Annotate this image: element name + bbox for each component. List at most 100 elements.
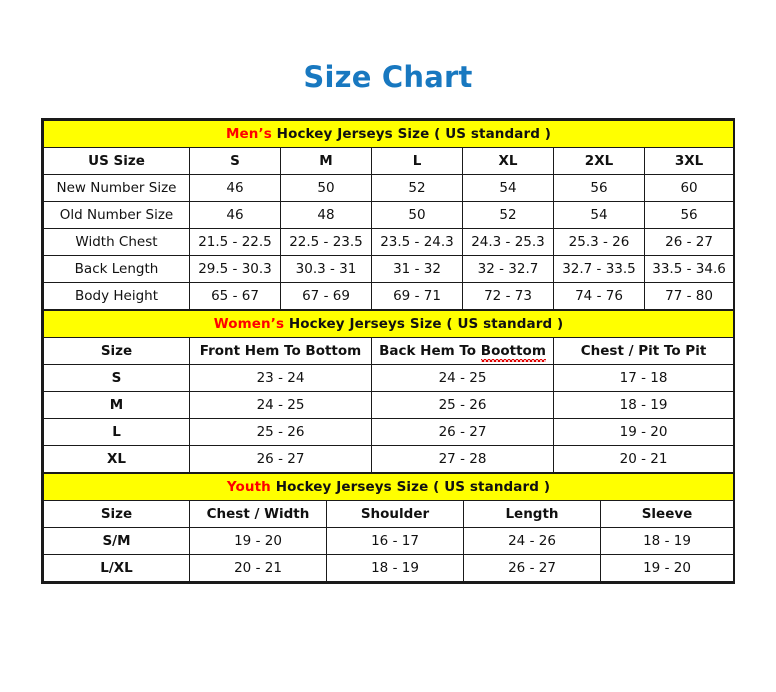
womens-cell-1-2: 18 - 19	[552, 390, 735, 419]
womens-cell-3-0: 26 - 27	[189, 444, 372, 473]
mens-cell-3-1: 30.3 - 31	[280, 254, 372, 283]
mens-cell-0-1: 50	[280, 173, 372, 202]
mens-col-header-2: M	[280, 146, 372, 175]
youth-cell-0-3: 18 - 19	[600, 526, 734, 555]
spellcheck-underline: Boottom	[480, 342, 546, 362]
womens-cell-2-0: 25 - 26	[189, 417, 372, 446]
mens-cell-0-5: 60	[643, 173, 735, 202]
mens-cell-1-5: 56	[643, 200, 735, 229]
womens-cell-3-2: 20 - 21	[552, 444, 735, 473]
youth-cell-0-0: 19 - 20	[189, 526, 327, 555]
mens-col-header-4: XL	[462, 146, 554, 175]
womens-cell-1-1: 25 - 26	[371, 390, 554, 419]
mens-cell-4-1: 67 - 69	[280, 281, 372, 310]
mens-size-table: Men’s Hockey Jerseys Size ( US standard …	[42, 119, 735, 310]
mens-column-header-row: US Size S M L XL 2XL 3XL	[43, 146, 735, 175]
womens-cell-0-0: 23 - 24	[189, 363, 372, 392]
youth-section-header: Youth Hockey Jerseys Size ( US standard …	[43, 472, 734, 501]
mens-row-label-4: Body Height	[43, 281, 190, 310]
mens-cell-3-2: 31 - 32	[371, 254, 463, 283]
womens-col-header-2: Back Hem To Boottom	[371, 336, 554, 365]
mens-row-label-0: New Number Size	[43, 173, 190, 202]
womens-col-header-2-prefix: Back Hem To	[379, 342, 481, 359]
mens-cell-4-4: 74 - 76	[553, 281, 645, 310]
mens-cell-1-3: 52	[462, 200, 554, 229]
womens-col-header-0: Size	[43, 336, 190, 365]
mens-col-header-1: S	[189, 146, 281, 175]
mens-cell-0-4: 56	[553, 173, 645, 202]
womens-cell-2-2: 19 - 20	[552, 417, 735, 446]
table-row: Back Length 29.5 - 30.3 30.3 - 31 31 - 3…	[43, 254, 735, 283]
youth-col-header-4: Sleeve	[600, 499, 734, 528]
mens-cell-1-4: 54	[553, 200, 645, 229]
youth-row-label-1: L/XL	[43, 553, 190, 582]
youth-column-header-row: Size Chest / Width Shoulder Length Sleev…	[43, 499, 734, 528]
womens-cell-1-0: 24 - 25	[189, 390, 372, 419]
mens-cell-0-2: 52	[371, 173, 463, 202]
youth-header-accent: Youth	[226, 478, 271, 495]
youth-cell-1-3: 19 - 20	[600, 553, 734, 582]
womens-cell-0-1: 24 - 25	[371, 363, 554, 392]
mens-col-header-6: 3XL	[643, 146, 735, 175]
page-title: Size Chart	[303, 60, 473, 94]
youth-section-header-row: Youth Hockey Jerseys Size ( US standard …	[43, 472, 734, 501]
table-row: M 24 - 25 25 - 26 18 - 19	[43, 390, 735, 419]
table-row: Width Chest 21.5 - 22.5 22.5 - 23.5 23.5…	[43, 227, 735, 256]
womens-section-header-row: Women’s Hockey Jerseys Size ( US standar…	[42, 309, 735, 338]
mens-row-label-3: Back Length	[43, 254, 190, 283]
youth-size-table: Youth Hockey Jerseys Size ( US standard …	[43, 472, 734, 582]
mens-section-header-row: Men’s Hockey Jerseys Size ( US standard …	[42, 119, 735, 148]
mens-cell-4-3: 72 - 73	[462, 281, 554, 310]
mens-cell-2-3: 24.3 - 25.3	[462, 227, 554, 256]
table-row: L/XL 20 - 21 18 - 19 26 - 27 19 - 20	[43, 553, 734, 582]
table-row: Body Height 65 - 67 67 - 69 69 - 71 72 -…	[43, 281, 735, 310]
womens-col-header-3: Chest / Pit To Pit	[552, 336, 735, 365]
mens-cell-1-2: 50	[371, 200, 463, 229]
mens-cell-3-4: 32.7 - 33.5	[553, 254, 645, 283]
table-row: XL 26 - 27 27 - 28 20 - 21	[43, 444, 735, 473]
mens-cell-3-0: 29.5 - 30.3	[189, 254, 281, 283]
youth-col-header-1: Chest / Width	[189, 499, 327, 528]
mens-cell-1-1: 48	[280, 200, 372, 229]
table-row: Old Number Size 46 48 50 52 54 56	[43, 200, 735, 229]
youth-col-header-3: Length	[463, 499, 601, 528]
table-row: S 23 - 24 24 - 25 17 - 18	[43, 363, 735, 392]
womens-cell-3-1: 27 - 28	[371, 444, 554, 473]
youth-cell-1-2: 26 - 27	[463, 553, 601, 582]
womens-row-label-3: XL	[43, 444, 190, 473]
mens-cell-0-0: 46	[189, 173, 281, 202]
youth-cell-0-1: 16 - 17	[326, 526, 464, 555]
mens-cell-4-2: 69 - 71	[371, 281, 463, 310]
youth-cell-0-2: 24 - 26	[463, 526, 601, 555]
mens-cell-3-5: 33.5 - 34.6	[643, 254, 735, 283]
mens-cell-2-0: 21.5 - 22.5	[189, 227, 281, 256]
womens-row-label-2: L	[43, 417, 190, 446]
womens-header-rest: Hockey Jerseys Size ( US standard )	[284, 315, 564, 332]
mens-col-header-5: 2XL	[553, 146, 645, 175]
size-chart-container: Men’s Hockey Jerseys Size ( US standard …	[41, 117, 735, 584]
womens-size-table: Women’s Hockey Jerseys Size ( US standar…	[42, 309, 735, 473]
mens-cell-0-3: 54	[462, 173, 554, 202]
womens-col-header-1: Front Hem To Bottom	[189, 336, 372, 365]
womens-header-accent: Women’s	[213, 315, 285, 332]
mens-col-header-0: US Size	[43, 146, 190, 175]
womens-cell-0-2: 17 - 18	[552, 363, 735, 392]
mens-cell-2-1: 22.5 - 23.5	[280, 227, 372, 256]
womens-row-label-0: S	[43, 363, 190, 392]
mens-cell-2-5: 26 - 27	[643, 227, 735, 256]
youth-header-rest: Hockey Jerseys Size ( US standard )	[270, 478, 551, 495]
mens-col-header-3: L	[371, 146, 463, 175]
mens-section-header: Men’s Hockey Jerseys Size ( US standard …	[42, 119, 735, 148]
table-row: New Number Size 46 50 52 54 56 60	[43, 173, 735, 202]
table-row: S/M 19 - 20 16 - 17 24 - 26 18 - 19	[43, 526, 734, 555]
table-row: L 25 - 26 26 - 27 19 - 20	[43, 417, 735, 446]
mens-cell-2-4: 25.3 - 26	[553, 227, 645, 256]
mens-row-label-2: Width Chest	[43, 227, 190, 256]
mens-cell-1-0: 46	[189, 200, 281, 229]
mens-cell-3-3: 32 - 32.7	[462, 254, 554, 283]
youth-col-header-2: Shoulder	[326, 499, 464, 528]
mens-cell-4-5: 77 - 80	[643, 281, 735, 310]
mens-cell-4-0: 65 - 67	[189, 281, 281, 310]
womens-row-label-1: M	[43, 390, 190, 419]
